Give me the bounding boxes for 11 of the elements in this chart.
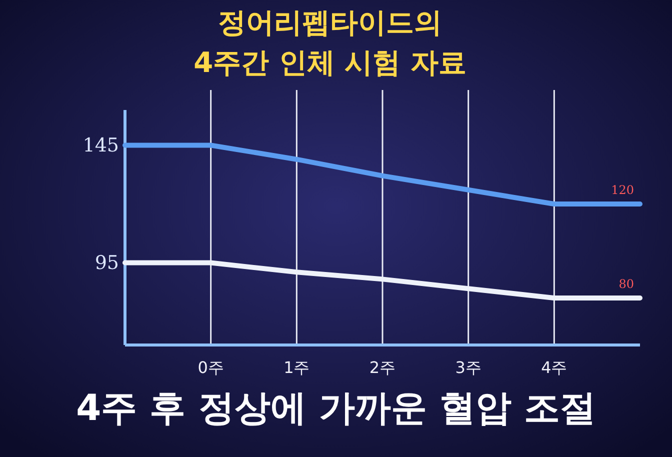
x-tick-label: 2주 bbox=[369, 358, 396, 377]
data-label: 120 bbox=[611, 183, 634, 197]
x-tick-label: 3주 bbox=[455, 358, 482, 377]
x-tick-label: 0주 bbox=[198, 358, 224, 377]
x-tick-label: 4주 bbox=[541, 358, 568, 377]
data-label: 95 bbox=[94, 252, 119, 274]
data-label: 80 bbox=[618, 277, 634, 291]
text: 4주 후 정상에 가까운 혈압 조절 bbox=[76, 388, 596, 429]
chart-title: 정어리펩타이드의 4주간 인체 시험 자료 bbox=[194, 6, 466, 79]
x-tick-label: 1주 bbox=[284, 358, 310, 377]
data-label: 145 bbox=[82, 134, 119, 156]
